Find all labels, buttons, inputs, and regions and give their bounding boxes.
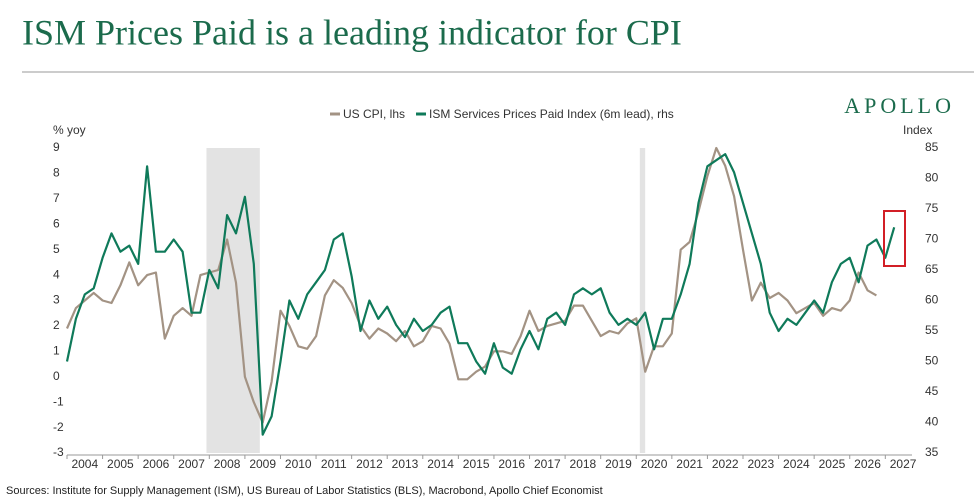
y-tick-label: 0 — [53, 369, 60, 383]
highlight-box — [883, 210, 906, 267]
x-tick-label: 2015 — [463, 457, 490, 471]
x-tick-label: 2022 — [712, 457, 739, 471]
y-tick-label: 2 — [53, 318, 60, 332]
x-tick-label: 2021 — [676, 457, 703, 471]
x-tick-label: 2027 — [890, 457, 917, 471]
series-line — [65, 153, 896, 436]
y-axis-label: % yoy — [53, 123, 86, 137]
x-tick-label: 2014 — [427, 457, 454, 471]
x-tick-label: 2012 — [356, 457, 383, 471]
y2-tick-label: 65 — [925, 262, 939, 276]
y2-tick-label: 85 — [925, 140, 939, 154]
y-tick-label: -2 — [53, 420, 64, 434]
shaded-period — [206, 148, 260, 453]
y2-axis-label: Index — [903, 123, 932, 137]
x-tick-label: 2013 — [392, 457, 419, 471]
x-tick-label: 2020 — [641, 457, 668, 471]
brand: APOLLO — [844, 93, 955, 118]
shaded-period — [639, 148, 646, 453]
y2-tick-label: 45 — [925, 384, 939, 398]
y-tick-label: 5 — [53, 242, 60, 256]
x-tick-label: 2006 — [143, 457, 170, 471]
x-tick-label: 2010 — [285, 457, 312, 471]
y2-tick-label: 50 — [925, 354, 939, 368]
x-tick-label: 2026 — [854, 457, 881, 471]
x-tick-label: 2017 — [534, 457, 561, 471]
y-tick-label: 6 — [53, 216, 60, 230]
y2-tick-label: 70 — [925, 232, 939, 246]
x-tick-label: 2008 — [214, 457, 241, 471]
legend-label: ISM Services Prices Paid Index (6m lead)… — [429, 107, 674, 121]
y-tick-label: -1 — [53, 394, 64, 408]
x-tick-label: 2025 — [819, 457, 846, 471]
x-tick-label: 2016 — [498, 457, 525, 471]
y-tick-label: 7 — [53, 191, 60, 205]
x-tick-label: 2023 — [747, 457, 774, 471]
legend-label: US CPI, lhs — [343, 107, 405, 121]
x-tick-label: 2019 — [605, 457, 632, 471]
y-tick-label: -3 — [53, 445, 64, 459]
y2-tick-label: 40 — [925, 415, 939, 429]
y-tick-label: 4 — [53, 267, 60, 281]
y2-tick-label: 80 — [925, 171, 939, 185]
y2-tick-label: 55 — [925, 323, 939, 337]
source: Sources: Institute for Supply Management… — [6, 485, 603, 497]
y-tick-label: 3 — [53, 293, 60, 307]
y2-tick-label: 75 — [925, 201, 939, 215]
y-tick-label: 9 — [53, 140, 60, 154]
x-tick-label: 2005 — [107, 457, 134, 471]
x-tick-label: 2018 — [570, 457, 597, 471]
series-line — [65, 146, 877, 424]
x-tick-label: 2004 — [71, 457, 98, 471]
y2-tick-label: 35 — [925, 445, 939, 459]
y2-tick-label: 60 — [925, 293, 939, 307]
x-tick-label: 2009 — [249, 457, 276, 471]
y-tick-label: 8 — [53, 166, 60, 180]
x-tick-label: 2007 — [178, 457, 205, 471]
chart-title: ISM Prices Paid is a leading indicator f… — [22, 12, 682, 52]
y-tick-label: 1 — [53, 344, 60, 358]
x-tick-label: 2024 — [783, 457, 810, 471]
x-tick-label: 2011 — [321, 457, 347, 471]
